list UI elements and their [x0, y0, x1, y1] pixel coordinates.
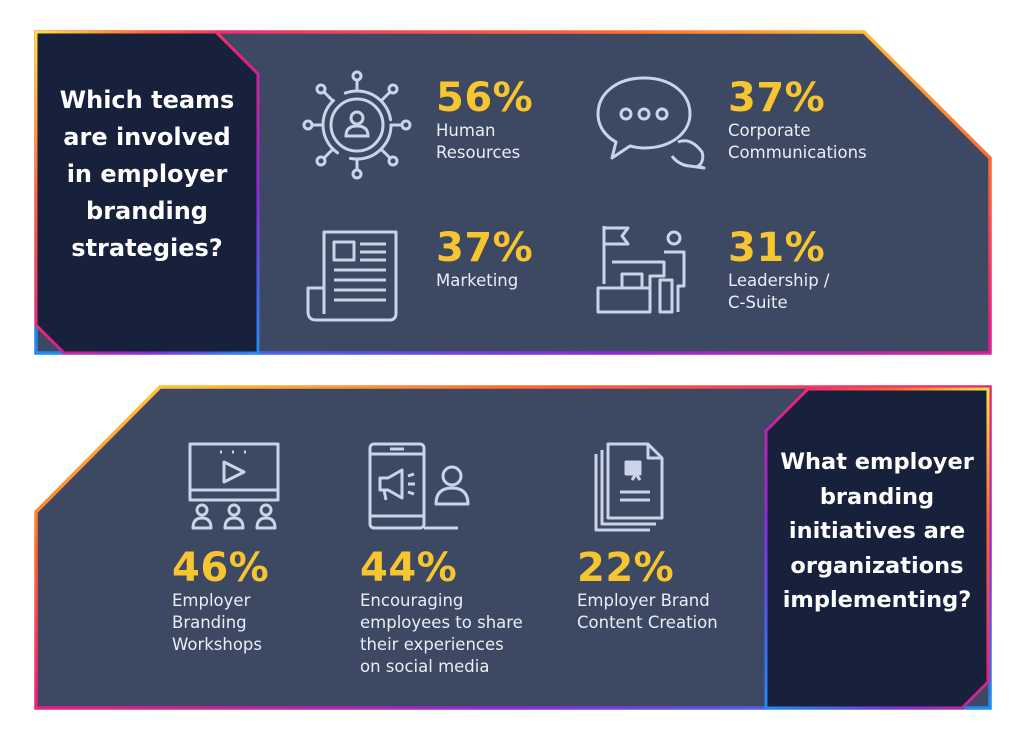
stat-label: Employer Branding Workshops	[172, 591, 263, 654]
top-question: Which teams are involved in employer bra…	[59, 86, 235, 262]
bottom-question: What employer branding initiatives are o…	[780, 449, 974, 613]
stat-label: Corporate Communications	[728, 121, 867, 162]
stat-percent: 22%	[577, 545, 675, 591]
stat-social-sharing: 44% Encouraging employees to share their…	[360, 546, 523, 678]
video-workshop-icon	[186, 440, 282, 532]
stat-leadership: 31% Leadership / C-Suite	[728, 226, 830, 314]
phone-megaphone-icon	[366, 440, 474, 532]
stat-label: Human Resources	[436, 121, 521, 162]
stat-corporate-communications: 37% Corporate Communications	[728, 76, 867, 164]
stat-label: Marketing	[436, 271, 519, 290]
documents-icon	[592, 440, 668, 532]
stat-percent: 44%	[360, 545, 458, 591]
stat-label: Leadership / C-Suite	[728, 271, 830, 312]
top-question-box	[34, 30, 260, 355]
chat-bubbles-icon	[592, 72, 710, 170]
stat-human-resources: 56% Human Resources	[436, 76, 533, 164]
stat-workshops: 46% Employer Branding Workshops	[172, 546, 269, 656]
stat-marketing: 37% Marketing	[436, 226, 533, 292]
stat-percent: 46%	[172, 545, 270, 591]
stat-label: Employer Brand Content Creation	[577, 591, 718, 632]
bottom-panel	[34, 385, 992, 710]
stat-percent: 56%	[436, 75, 534, 121]
stat-label: Encouraging employees to share their exp…	[360, 591, 523, 676]
newspaper-icon	[304, 228, 400, 322]
stat-percent: 37%	[728, 75, 826, 121]
stat-content-creation: 22% Employer Brand Content Creation	[577, 546, 718, 634]
stat-percent: 37%	[436, 225, 534, 271]
network-person-icon	[302, 70, 412, 180]
leader-podium-icon	[594, 222, 692, 318]
bottom-question-box	[764, 387, 990, 710]
stat-percent: 31%	[728, 225, 826, 271]
